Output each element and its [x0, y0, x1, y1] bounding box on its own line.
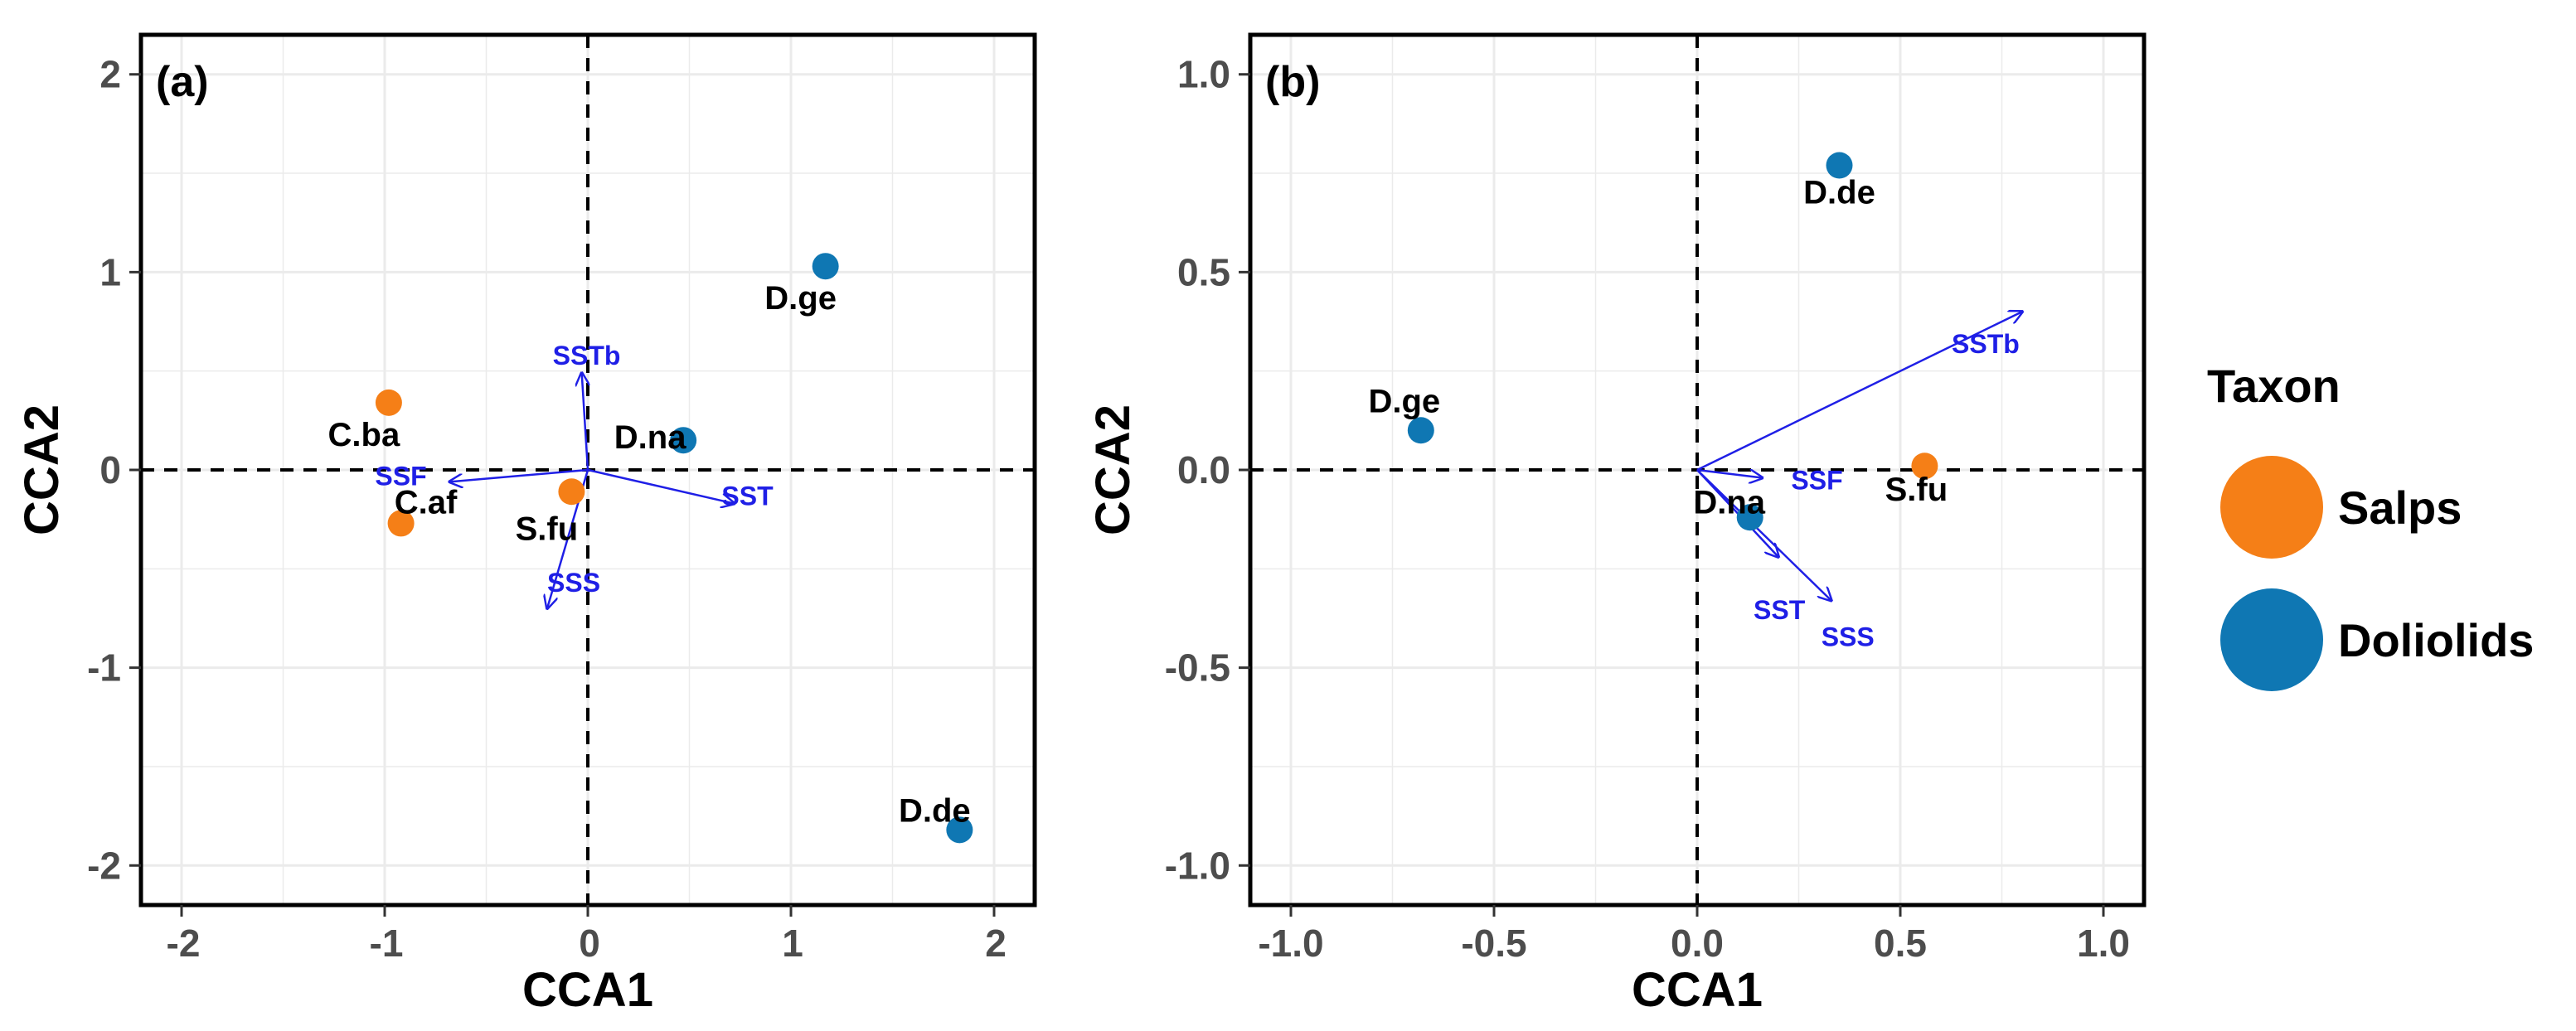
- point-label-d-ge: D.ge: [764, 280, 837, 317]
- y-tick-label: 2: [99, 53, 121, 96]
- y-tick-label: 0: [99, 448, 121, 491]
- point-d-na: [670, 427, 697, 454]
- point-d-na: [1736, 504, 1763, 531]
- legend-label-salps: Salps: [2338, 482, 2462, 534]
- vector-arrow-ssf: [449, 468, 589, 482]
- vector-label-sst: SST: [1754, 595, 1806, 625]
- vector-arrow-sst: [587, 468, 734, 504]
- vector-arrow-sstb: [582, 373, 588, 471]
- point-c-af: [387, 510, 415, 537]
- point-label-s-fu: S.fu: [1885, 472, 1948, 508]
- vector-label-ssf: SSF: [375, 461, 426, 491]
- x-tick-label: -1.0: [1258, 922, 1323, 965]
- point-d-de: [946, 816, 973, 844]
- legend-swatch-salps: [2220, 456, 2323, 559]
- x-axis-title: CCA1: [522, 963, 653, 1017]
- y-tick-label: -0.5: [1165, 646, 1230, 690]
- y-axis-title: CCA2: [1086, 404, 1140, 535]
- x-tick-label: 0.0: [1671, 922, 1724, 965]
- point-label-s-fu: S.fu: [516, 511, 579, 547]
- y-tick-label: 0.5: [1177, 250, 1230, 293]
- vector-arrow-sss: [1696, 469, 1831, 601]
- vector-label-ssf: SSF: [1791, 466, 1842, 496]
- vector-arrow-sstb: [1696, 312, 2022, 472]
- vector-label-sst: SST: [721, 482, 774, 511]
- y-tick-label: 0.0: [1177, 448, 1230, 491]
- point-label-d-de: D.de: [1803, 175, 1875, 211]
- point-d-ge: [812, 253, 839, 280]
- point-c-ba: [375, 389, 402, 416]
- legend-title: Taxon: [2207, 360, 2341, 412]
- vector-arrow-ssf: [1696, 468, 1762, 478]
- point-s-fu: [1911, 453, 1938, 480]
- y-tick-label: -1.0: [1165, 844, 1230, 887]
- panel-a: SSTb SSF SST SSS C.ba C.af S.fu D.ge D.na D.de -2 -…: [15, 32, 1037, 1017]
- legend: Taxon Salps Doliolids: [2207, 360, 2534, 691]
- point-label-d-na: D.na: [614, 419, 686, 456]
- x-tick-label: 0.5: [1874, 922, 1927, 965]
- point-label-c-ba: C.ba: [328, 417, 400, 453]
- panel-tag: (a): [156, 58, 209, 106]
- vector-label-sss: SSS: [547, 568, 600, 598]
- point-label-d-ge: D.ge: [1368, 383, 1440, 419]
- panel-tag: (b): [1265, 58, 1320, 106]
- point-label-d-de: D.de: [899, 792, 971, 829]
- point-d-ge: [1407, 417, 1434, 444]
- vector-label-sss: SSS: [1822, 622, 1875, 652]
- legend-label-doliolids: Doliolids: [2338, 614, 2534, 666]
- x-tick-label: -2: [167, 922, 201, 965]
- y-tick-label: -1: [87, 646, 121, 690]
- point-d-de: [1826, 152, 1853, 179]
- y-tick-label: 1.0: [1177, 53, 1230, 96]
- x-axis-title: CCA1: [1632, 963, 1763, 1017]
- legend-swatch-doliolids: [2220, 588, 2323, 691]
- x-tick-label: 1: [782, 922, 803, 965]
- vector-label-sstb: SSTb: [553, 341, 621, 370]
- x-tick-label: -1: [370, 922, 404, 965]
- x-tick-label: 2: [985, 922, 1007, 965]
- y-tick-label: 1: [99, 250, 121, 293]
- x-tick-label: 1.0: [2077, 922, 2130, 965]
- point-s-fu: [558, 478, 585, 506]
- x-tick-label: 0: [579, 922, 600, 965]
- point-label-d-na: D.na: [1693, 484, 1765, 520]
- vector-label-sstb: SSTb: [1952, 329, 2020, 359]
- y-axis-title: CCA2: [15, 404, 69, 535]
- y-tick-label: -2: [87, 844, 121, 887]
- point-label-c-af: C.af: [395, 484, 458, 520]
- panel-b: SSTb SSF SST SSS S.fu D.de D.ge D.na -1.0 -0.5 0.0…: [1086, 32, 2147, 1017]
- x-tick-label: -0.5: [1461, 922, 1526, 965]
